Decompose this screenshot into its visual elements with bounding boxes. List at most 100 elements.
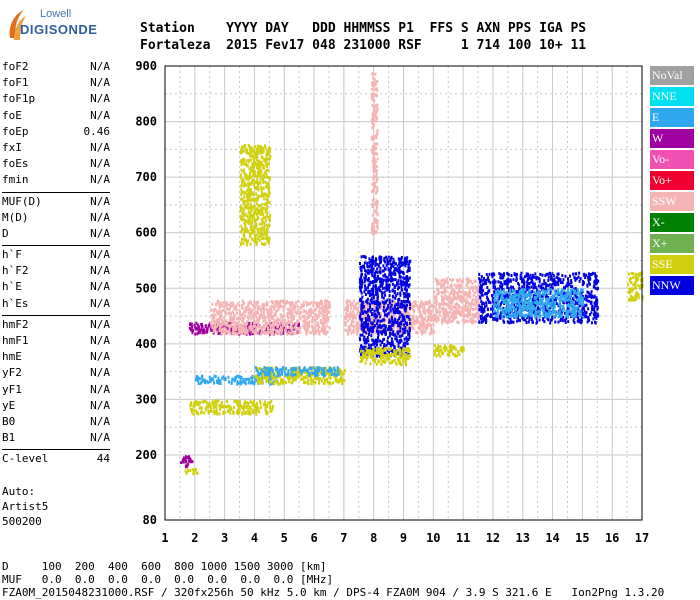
- data-point: [421, 323, 424, 327]
- data-point: [471, 318, 474, 322]
- data-point: [381, 269, 384, 273]
- data-point: [328, 376, 331, 380]
- data-point: [405, 336, 408, 340]
- data-point: [452, 295, 455, 298]
- data-point: [255, 315, 258, 319]
- data-point: [375, 299, 378, 303]
- data-point: [360, 276, 363, 280]
- data-point: [326, 324, 329, 328]
- data-point: [383, 347, 386, 351]
- data-point: [241, 327, 244, 330]
- data-point: [280, 381, 283, 385]
- data-point: [272, 326, 275, 330]
- data-point: [445, 290, 448, 294]
- data-point: [596, 306, 599, 310]
- data-point: [344, 323, 347, 327]
- data-point: [267, 372, 269, 376]
- data-point: [323, 374, 326, 378]
- data-point: [296, 328, 299, 332]
- data-point: [323, 330, 326, 334]
- data-point: [398, 340, 401, 344]
- data-point: [428, 302, 431, 306]
- data-point: [390, 266, 392, 270]
- data-point: [251, 315, 254, 319]
- data-point: [568, 301, 571, 305]
- data-point: [391, 318, 394, 322]
- data-point: [269, 314, 272, 318]
- data-point: [393, 352, 396, 356]
- data-point: [263, 302, 265, 306]
- data-point: [403, 287, 406, 291]
- data-point: [399, 302, 402, 306]
- data-point: [352, 299, 355, 303]
- data-point: [531, 304, 533, 307]
- data-point: [594, 311, 597, 315]
- data-point: [275, 320, 278, 324]
- data-point: [509, 321, 512, 325]
- data-point: [253, 308, 256, 312]
- data-point: [532, 275, 535, 279]
- data-point: [422, 302, 425, 306]
- data-point: [471, 313, 474, 317]
- data-point: [409, 260, 411, 264]
- data-point: [247, 404, 250, 408]
- data-point: [459, 348, 462, 352]
- data-point: [576, 319, 579, 323]
- data-point: [192, 404, 195, 408]
- data-point: [362, 354, 365, 358]
- data-point: [430, 312, 433, 316]
- data-point: [242, 380, 245, 384]
- data-point: [541, 287, 543, 291]
- data-point: [366, 265, 369, 269]
- data-point: [398, 310, 401, 314]
- data-point: [419, 311, 422, 315]
- data-point: [400, 256, 403, 259]
- data-point: [367, 277, 370, 280]
- data-point: [586, 275, 589, 279]
- data-point: [408, 283, 411, 287]
- data-point: [196, 332, 199, 336]
- data-point: [187, 458, 190, 462]
- data-point: [458, 288, 461, 291]
- data-point: [559, 319, 562, 323]
- data-point: [295, 323, 297, 327]
- data-point: [381, 332, 384, 336]
- data-point: [278, 304, 281, 308]
- data-point: [405, 290, 408, 293]
- data-point: [239, 311, 241, 315]
- data-point: [189, 469, 192, 473]
- data-point: [314, 313, 317, 317]
- data-point: [384, 273, 386, 277]
- data-point: [395, 309, 398, 313]
- data-point: [243, 402, 246, 406]
- data-point: [444, 293, 447, 297]
- data-point: [477, 311, 480, 315]
- data-point: [383, 352, 386, 356]
- data-point: [184, 457, 187, 461]
- data-point: [225, 307, 228, 311]
- data-point: [225, 399, 228, 403]
- data-point: [379, 348, 381, 352]
- data-point: [568, 312, 571, 316]
- data-point: [390, 303, 393, 307]
- data-point: [335, 373, 337, 377]
- data-point: [402, 354, 404, 358]
- data-point: [578, 271, 581, 275]
- data-point: [441, 279, 444, 282]
- data-point: [318, 306, 321, 310]
- data-point: [377, 317, 380, 321]
- data-point: [401, 333, 404, 337]
- data-point: [254, 366, 257, 370]
- data-point: [326, 371, 329, 375]
- data-point: [241, 412, 244, 416]
- data-point: [493, 317, 496, 321]
- data-point: [509, 317, 512, 321]
- data-point: [381, 280, 384, 284]
- data-point: [486, 295, 489, 299]
- data-point: [209, 404, 212, 407]
- data-point: [386, 357, 389, 361]
- data-point: [372, 288, 375, 292]
- data-point: [229, 411, 232, 415]
- data-point: [401, 311, 404, 315]
- data-point: [460, 280, 463, 283]
